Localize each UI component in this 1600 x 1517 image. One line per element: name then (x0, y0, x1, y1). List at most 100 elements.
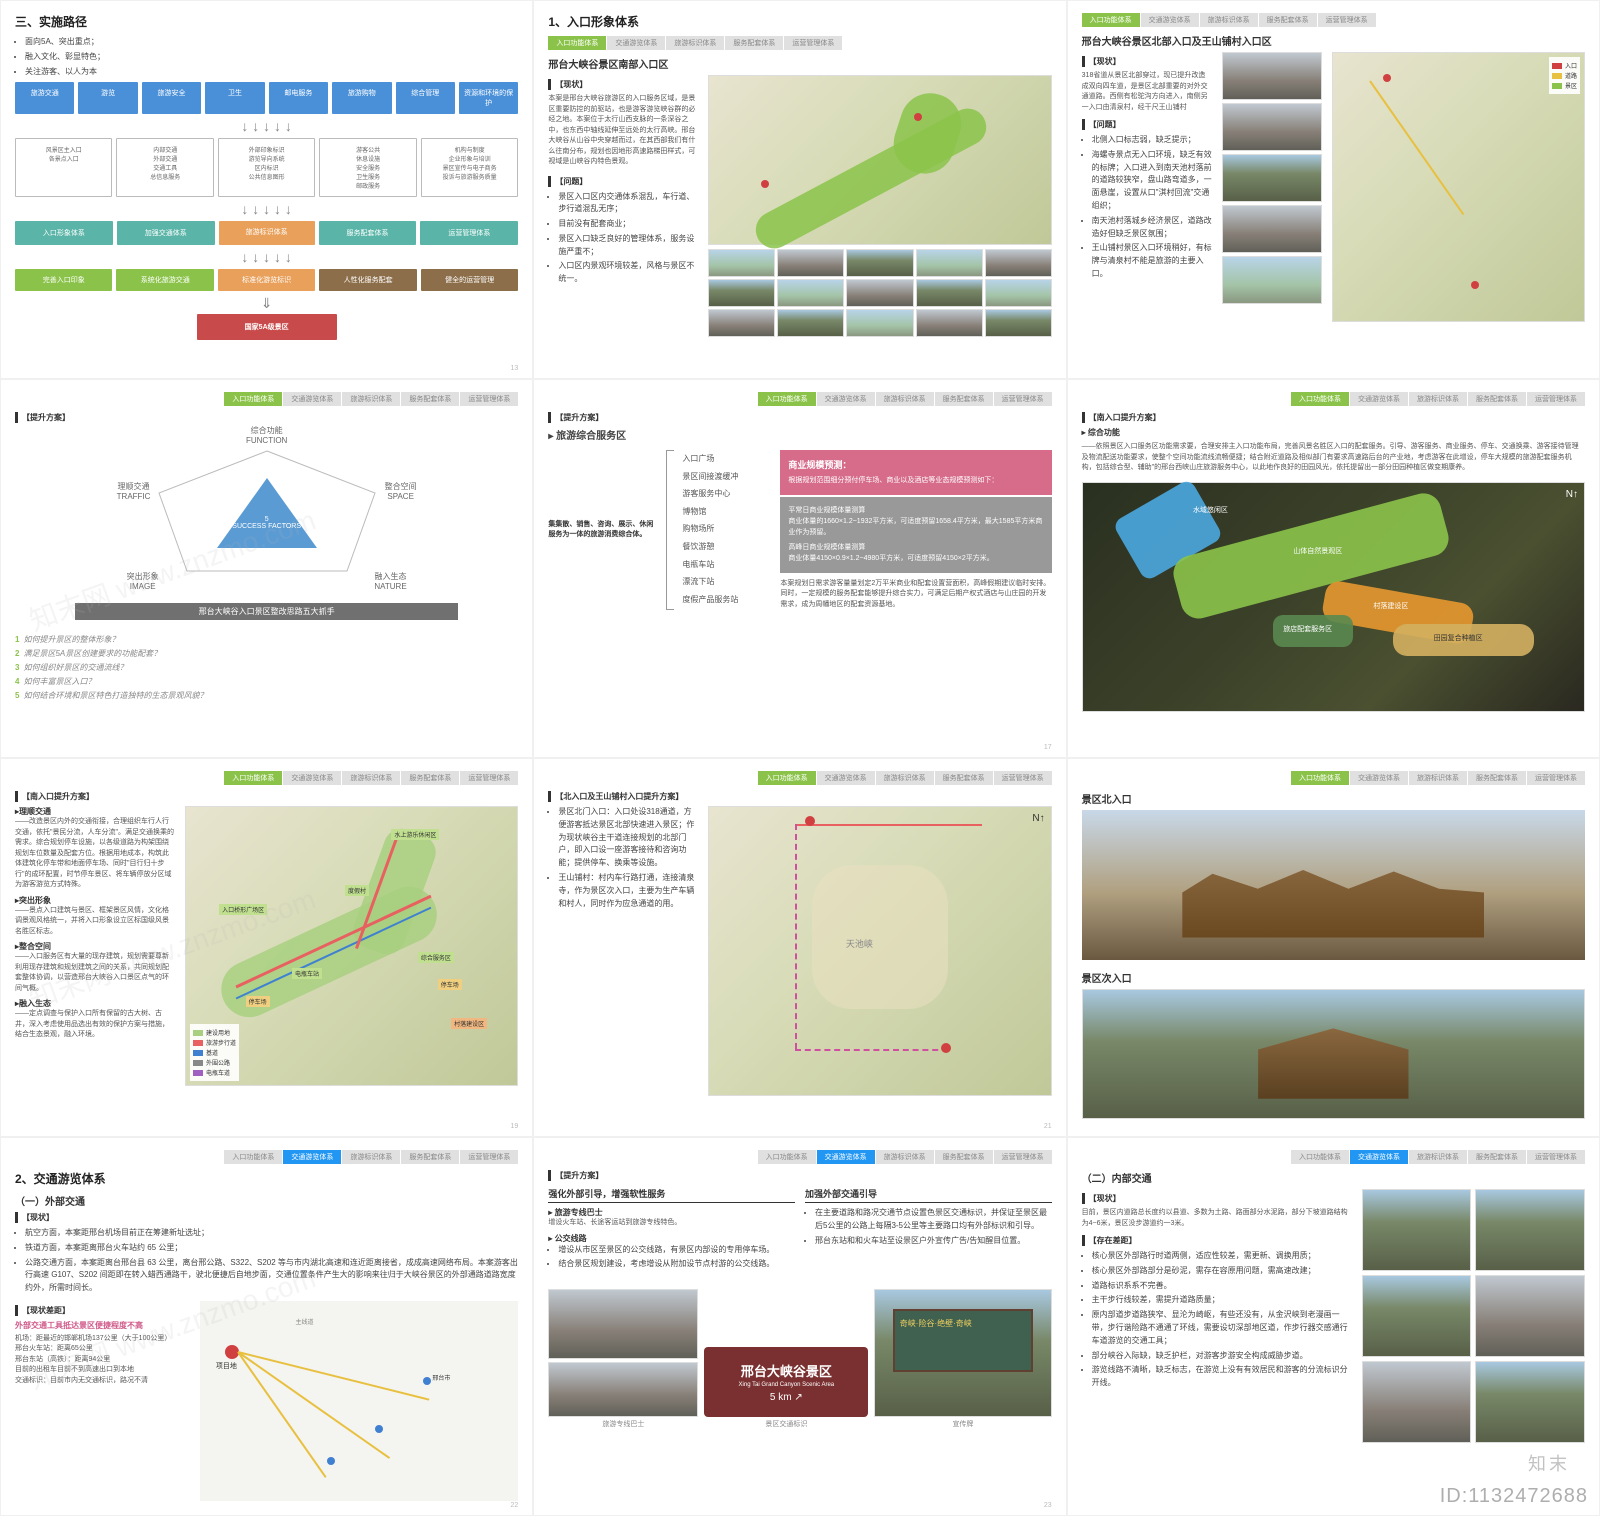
issue-label: 【问题】 (548, 176, 698, 187)
sign-cn: 邢台大峡谷景区 (714, 1361, 858, 1380)
gap-item: 主干步行线较差，需提升道路质量； (1092, 1294, 1352, 1307)
upgrade-bullets: 景区北门入口：入口处设318通道，方便游客抵达景区北部快速进入景区；作为现状峡谷… (558, 806, 698, 910)
site-photo (1222, 205, 1322, 253)
map-legend: 建设用地 旅游步行道 基道 外围公路 电瓶车道 (190, 1024, 239, 1081)
site-photo (777, 279, 844, 307)
func-text: ——依照景区入口服务区功能需求要，合理安排主入口功能布局，完善风景名胜区入口的配… (1082, 442, 1585, 474)
billboard-photo: 奇峡·险谷·绝壁·奇峡 (874, 1289, 1051, 1417)
act-box: 系统化旅游交通 (116, 269, 213, 291)
sign-distance: 5 km ↗ (714, 1392, 858, 1403)
tab-strip: 入口功能体系 交通游览体系 旅游标识体系 服务配套体系 运营管理体系 (548, 392, 1051, 406)
regional-route-map: 项目地 邢台市 主线道 (200, 1301, 518, 1501)
cat-box: 资源和环境的保护 (459, 82, 518, 114)
sec-t: ——改造景区内外的交通衔接，合理组织车行人行交通，依托"景民分流，人车分流"。满… (15, 817, 175, 891)
tab-strip: 入口功能体系 交通游览体系 旅游标识体系 服务配套体系 运营管理体系 (15, 1150, 518, 1164)
tab: 运营管理体系 (1527, 771, 1585, 785)
service-item: 餐饮游憩 (682, 538, 772, 556)
gap-item: 核心景区外部路部分是砂泥，需存在容原用问题，需高速改建； (1092, 1265, 1352, 1278)
act-box: 完善入口印象 (15, 269, 112, 291)
service-item: 入口广场 (682, 450, 772, 468)
gap-item: 游览线路不清晰，缺乏标志，在游览上没有有效居民和游客的分流标识分开线。 (1092, 1364, 1352, 1390)
slide-10-transport-system: 入口功能体系 交通游览体系 旅游标识体系 服务配套体系 运营管理体系 2、交通游… (0, 1137, 533, 1516)
bullet-item: 铁道方面，本案距离邢台火车站约 65 公里； (25, 1242, 518, 1255)
action-row: 完善入口印象 系统化旅游交通 标准化游览标识 人性化服务配套 健全的运营管理 (15, 269, 518, 291)
upgrade-heading: 【南入口提升方案】 (15, 791, 518, 802)
status-text: 318省道从景区北部穿过，现已提升改造成双向四车道，是景区北部重要的对外交通道路… (1082, 71, 1212, 113)
caption: 旅游专线巴士 (548, 1419, 698, 1429)
forecast-box: 商业规模预测： 根据规划范围细分预付停车场、商业以及酒店等业态规模预测如下： (780, 450, 1051, 495)
tab: 入口功能体系 (758, 1150, 816, 1164)
tab: 运营管理体系 (460, 392, 518, 406)
site-photo (1222, 256, 1322, 304)
slide-4-success-factors: 入口功能体系 交通游览体系 旅游标识体系 服务配套体系 运营管理体系 【提升方案… (0, 379, 533, 758)
bullet-item: 在主要道路和路况交通节点设置色景区交通标识，并保证至景区最后5公里的公路上每隔3… (815, 1207, 1052, 1233)
gap-item: 部分峡谷入际缺，缺乏护栏，对游客步游安全构成威胁步道。 (1092, 1350, 1352, 1363)
upgrade-label: 【提升方案】 (15, 412, 518, 423)
service-heading: ▸ 旅游综合服务区 (548, 427, 1051, 442)
question-item: 如何结合环境和景区特色打造独特的生态景观风貌？ (15, 690, 518, 701)
page-number: 17 (1044, 744, 1052, 751)
arrow-down-icon: ↓ ↓ ↓ ↓ ↓ (15, 201, 518, 217)
tab: 服务配套体系 (935, 771, 993, 785)
gap-item: 原内部道步道路狭窄、显沦为崎岖，有些还没有，从金沢峡到老漫画一带，步行谐险路不通… (1092, 1309, 1352, 1347)
tab: 服务配套体系 (401, 771, 459, 785)
tab: 入口功能体系 (1082, 13, 1140, 27)
sec-t: ——入口服务区有大量的现存建筑，规划需要尊新利用现存建筑和规划建筑之间的关系，共… (15, 952, 175, 994)
gap-item: 邢台东站（高铁）：距离94公里 (15, 1355, 190, 1366)
city-label: 邢台市 (432, 1373, 450, 1382)
map-label: 度假村 (345, 885, 369, 896)
canyon-photo (1475, 1189, 1585, 1271)
photo-strip-2 (708, 279, 1051, 307)
question-list: 如何提升景区的整体形象？ 满足景区5A景区创建要求的功能配套？ 如何组织好景区的… (15, 634, 518, 701)
act-box: 健全的运营管理 (421, 269, 518, 291)
service-item: 景区间接渡缓冲 (682, 468, 772, 486)
photo-strip-1 (708, 249, 1051, 277)
slide-9-gate-renders: 入口功能体系 交通游览体系 旅游标识体系 服务配套体系 运营管理体系 景区北入口… (1067, 758, 1600, 1137)
tab-strip: 入口功能体系 交通游览体系 旅游标识体系 服务配套体系 运营管理体系 (1082, 392, 1585, 406)
tab: 旅游标识体系 (1409, 771, 1467, 785)
forecast-title: 商业规模预测： (788, 458, 1043, 472)
principle-list: 面向5A、突出重点； 融入文化、彰显特色； 关注游客、以人为本 (25, 36, 518, 78)
site-map (708, 75, 1051, 245)
map-label: 电瓶车站 (292, 968, 322, 979)
left-summary: 集集散、销售、咨询、展示、休闲服务为一体的旅游消费综合体。 (548, 520, 658, 541)
tab: 交通游览体系 (1350, 771, 1408, 785)
tab: 入口功能体系 (758, 392, 816, 406)
tab: 入口功能体系 (548, 36, 606, 50)
detail-row: 风景区主入口 各景点入口 内部交通 外部交通 交通工具 总信息服务 外部印象标识… (15, 138, 518, 197)
photo-col (1222, 52, 1322, 304)
guide-list: 在主要道路和路况交通节点设置色景区交通标识，并保证至景区最后5公里的公路上每隔3… (815, 1207, 1052, 1247)
zone-label: 田园复合种植区 (1434, 633, 1483, 643)
bullet-item: 增设从市区至景区的公交线路，有景区内部设的专用停车场。 (558, 1244, 795, 1257)
question-item: 满足景区5A景区创建要求的功能配套？ (15, 648, 518, 659)
triangle-icon (217, 478, 317, 548)
site-photo (916, 249, 983, 277)
map-label: 水上游乐休闲区 (391, 829, 439, 840)
tri-node-top: 综合功能 FUNCTION (246, 425, 287, 445)
page-number: 19 (511, 1123, 519, 1130)
tab: 服务配套体系 (1468, 392, 1526, 406)
site-logo: 知末 (1528, 1450, 1570, 1476)
bullet-item: 景区北门入口：入口处设318通道，方便游客抵达景区北部快速进入景区；作为现状峡谷… (558, 806, 698, 870)
area-heading: 邢台大峡谷景区北部入口及王山铺村入口区 (1082, 33, 1585, 48)
tab: 入口功能体系 (1291, 771, 1349, 785)
asset-id: ID:1132472688 (1440, 1485, 1588, 1508)
canyon-photo (1475, 1361, 1585, 1443)
tab: 运营管理体系 (1527, 392, 1585, 406)
gap-item: 核心景区外部路行时道两侧，适应性较差，需更新、调换用质； (1092, 1250, 1352, 1263)
service-item: 购物场所 (682, 520, 772, 538)
caption: 景区交通标识 (704, 1419, 868, 1429)
col-heading: 强化外部引导，增强软性服务 (548, 1187, 795, 1203)
dist-label: 主线道 (295, 1317, 313, 1326)
tab: 服务配套体系 (1259, 13, 1317, 27)
tab: 交通游览体系 (817, 1150, 875, 1164)
tab: 入口功能体系 (224, 1150, 282, 1164)
slide-title: 三、实施路径 (15, 13, 518, 30)
canyon-photo (1362, 1275, 1472, 1357)
arrow-down-icon: ↓ ↓ ↓ ↓ ↓ (15, 118, 518, 134)
slide-11-transport-upgrade: 入口功能体系 交通游览体系 旅游标识体系 服务配套体系 运营管理体系 【提升方案… (533, 1137, 1066, 1516)
func-label: ▸ 综合功能 (1082, 427, 1585, 438)
tab-strip: 入口功能体系 交通游览体系 旅游标识体系 服务配套体系 运营管理体系 (548, 36, 1051, 50)
cat-box: 游览 (78, 82, 137, 114)
secondary-gate-render (1082, 989, 1585, 1119)
